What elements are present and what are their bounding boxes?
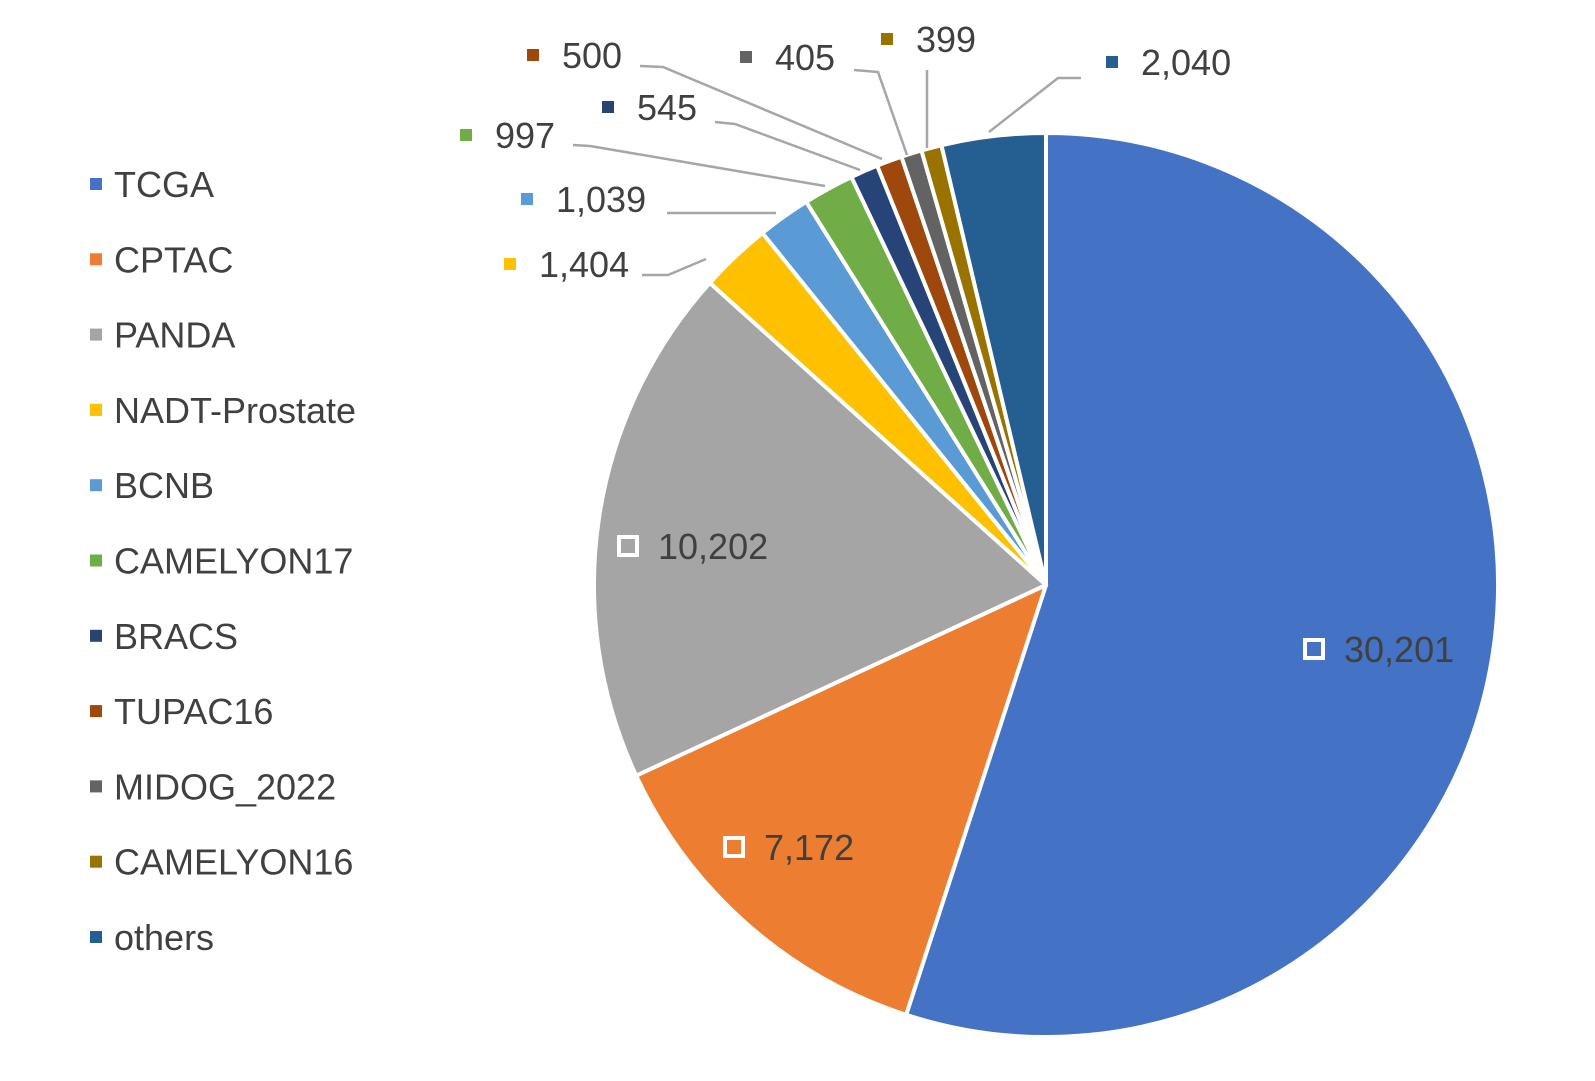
data-label-camelyon16: 399 (916, 19, 976, 60)
legend-swatch-tcga (90, 178, 102, 190)
data-label-panda: 10,202 (658, 526, 768, 567)
data-label-midog-2022: 405 (775, 37, 835, 78)
legend-swatch-nadt-prostate (90, 403, 102, 416)
legend-swatch-panda (90, 328, 102, 341)
pie-slice-tcga (904, 131, 1500, 1039)
legend-label-bracs: BRACS (114, 616, 238, 657)
legend-swatch-tupac16 (90, 705, 102, 718)
data-label-tcga: 30,201 (1344, 629, 1454, 670)
data-label-marker-camelyon17 (460, 129, 472, 141)
pie-slice-cptac (634, 583, 1048, 1017)
legend-label-cptac: CPTAC (114, 239, 233, 280)
data-label-cptac: 7,172 (764, 827, 854, 868)
leader-line-tupac16 (639, 64, 883, 161)
data-label-nadt-prostate: 1,404 (539, 244, 629, 285)
leader-line-nadt-prostate (642, 257, 707, 277)
legend: TCGA CPTAC PANDA NADT-Prostate BCNB CAMELYON1… (90, 164, 356, 958)
legend-swatch-bracs (90, 629, 102, 642)
legend-swatch-cptac (90, 253, 102, 266)
data-label-bracs: 545 (637, 87, 697, 128)
legend-label-tupac16: TUPAC16 (114, 691, 273, 732)
leader-line-camelyon17 (572, 143, 826, 188)
legend-swatch-bcnb (90, 479, 102, 492)
leader-lines (572, 64, 1081, 277)
data-label-marker-panda (617, 535, 639, 557)
data-label-others: 2,040 (1141, 42, 1231, 83)
legend-swatch-midog-2022 (90, 780, 102, 793)
pie-slice-others (939, 131, 1048, 587)
legend-label-midog-2022: MIDOG_2022 (114, 766, 336, 807)
pie-slices (592, 131, 1500, 1039)
pie-slice-panda (592, 280, 1048, 778)
data-label-marker-camelyon16 (881, 33, 893, 45)
data-label-marker-bracs (602, 101, 614, 113)
legend-swatch-others (90, 931, 102, 943)
data-label-marker-tupac16 (527, 49, 539, 61)
legend-label-panda: PANDA (114, 315, 235, 356)
data-label-marker-others (1106, 56, 1118, 68)
data-label-marker-tcga (1303, 638, 1325, 660)
data-label-bcnb: 1,039 (556, 179, 646, 220)
legend-label-nadt-prostate: NADT-Prostate (114, 390, 356, 431)
data-label-marker-cptac (723, 836, 745, 858)
data-label-marker-bcnb (521, 193, 533, 205)
data-label-marker-midog-2022 (740, 51, 752, 63)
data-label-tupac16: 500 (562, 35, 622, 76)
legend-label-bcnb: BCNB (114, 465, 214, 506)
leader-line-midog-2022 (853, 68, 909, 156)
data-label-marker-nadt-prostate (504, 258, 516, 270)
legend-label-tcga: TCGA (114, 164, 214, 205)
leader-line-bracs (714, 120, 861, 172)
data-label-camelyon17: 997 (495, 115, 555, 156)
legend-swatch-camelyon17 (90, 554, 102, 567)
legend-swatch-camelyon16 (90, 855, 102, 868)
legend-label-others: others (114, 917, 214, 958)
legend-label-camelyon16: CAMELYON16 (114, 842, 353, 883)
leader-line-others (988, 76, 1081, 133)
legend-label-camelyon17: CAMELYON17 (114, 541, 353, 582)
